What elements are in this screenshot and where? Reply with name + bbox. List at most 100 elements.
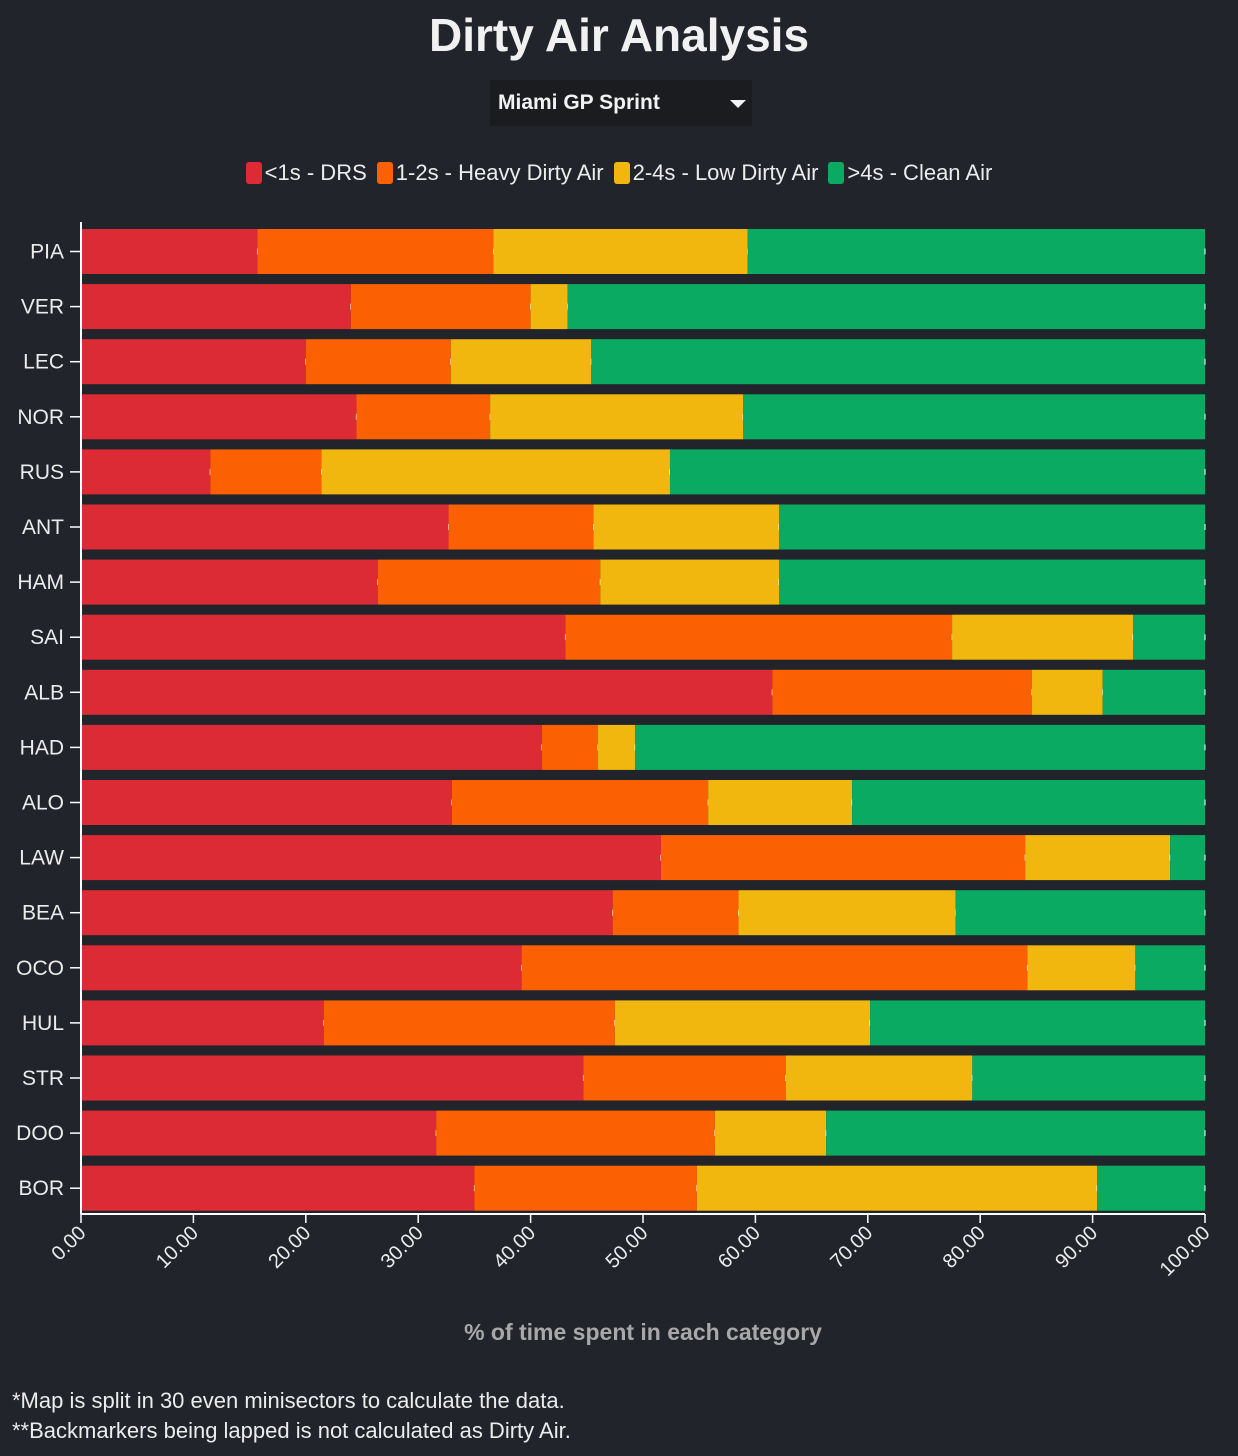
bar-oco-1s-drs[interactable] — [81, 945, 522, 991]
bar-rus-1s-drs[interactable] — [81, 449, 211, 495]
bar-law-1-2s-heavy-dirty-air[interactable] — [660, 835, 1026, 881]
bar-hul-1-2s-heavy-dirty-air[interactable] — [323, 1000, 615, 1046]
bar-str-2-4s-low-dirty-air[interactable] — [785, 1055, 973, 1101]
bar-ant-2-4s-low-dirty-air[interactable] — [593, 504, 780, 550]
bar-oco-1-2s-heavy-dirty-air[interactable] — [521, 945, 1028, 991]
bar-str-4s-clean-air[interactable] — [972, 1055, 1205, 1101]
bar-sai-1s-drs[interactable] — [81, 614, 566, 660]
bar-alb-1-2s-heavy-dirty-air[interactable] — [772, 669, 1032, 715]
bar-law-4s-clean-air[interactable] — [1170, 835, 1205, 881]
y-tick-label-sai: SAI — [30, 626, 64, 649]
x-tick-label-30.00: 30.00 — [377, 1222, 428, 1273]
bar-doo-1s-drs[interactable] — [81, 1110, 437, 1156]
bar-had-4s-clean-air[interactable] — [635, 724, 1205, 770]
bar-lec-4s-clean-air[interactable] — [591, 339, 1205, 385]
bar-bor-4s-clean-air[interactable] — [1097, 1165, 1205, 1211]
bar-ham-2-4s-low-dirty-air[interactable] — [600, 559, 780, 605]
bar-had-1s-drs[interactable] — [81, 724, 542, 770]
legend-swatch-clean-air — [828, 162, 845, 184]
bar-bor-2-4s-low-dirty-air[interactable] — [696, 1165, 1098, 1211]
bar-pia-1-2s-heavy-dirty-air[interactable] — [257, 229, 494, 274]
legend-item-clean-air[interactable]: >4s - Clean Air — [828, 160, 992, 186]
y-tick-label-rus: RUS — [20, 461, 64, 484]
bar-doo-2-4s-low-dirty-air[interactable] — [714, 1110, 827, 1156]
chevron-down-icon[interactable] — [730, 100, 746, 108]
x-tick-label-90.00: 90.00 — [1051, 1222, 1102, 1273]
bar-ver-4s-clean-air[interactable] — [567, 284, 1205, 330]
bar-hul-4s-clean-air[interactable] — [870, 1000, 1205, 1046]
x-tick-label-20.00: 20.00 — [264, 1222, 315, 1273]
bar-ham-1-2s-heavy-dirty-air[interactable] — [377, 559, 601, 605]
legend: <1s - DRS 1-2s - Heavy Dirty Air 2-4s - … — [0, 160, 1238, 186]
bar-ver-2-4s-low-dirty-air[interactable] — [530, 284, 568, 330]
bar-ant-4s-clean-air[interactable] — [779, 504, 1205, 550]
bar-hul-1s-drs[interactable] — [81, 1000, 324, 1046]
bar-alb-1s-drs[interactable] — [81, 669, 773, 715]
bar-nor-4s-clean-air[interactable] — [743, 394, 1205, 440]
bar-alo-1-2s-heavy-dirty-air[interactable] — [451, 780, 709, 825]
bar-nor-1-2s-heavy-dirty-air[interactable] — [356, 394, 491, 440]
bar-str-1s-drs[interactable] — [81, 1055, 584, 1101]
legend-label-clean-air: >4s - Clean Air — [847, 160, 993, 185]
bar-had-2-4s-low-dirty-air[interactable] — [598, 724, 636, 770]
bar-pia-1s-drs[interactable] — [81, 229, 258, 274]
bar-rus-1-2s-heavy-dirty-air[interactable] — [210, 449, 322, 495]
bar-pia-4s-clean-air[interactable] — [747, 229, 1205, 274]
legend-swatch-low-dirty-air — [613, 162, 630, 184]
bar-ant-1-2s-heavy-dirty-air[interactable] — [448, 504, 594, 550]
y-tick-label-alb: ALB — [24, 681, 64, 704]
session-dropdown[interactable]: Miami GP Sprint — [490, 80, 752, 126]
bar-had-1-2s-heavy-dirty-air[interactable] — [541, 724, 599, 770]
bar-sai-2-4s-low-dirty-air[interactable] — [952, 614, 1134, 660]
bar-alo-2-4s-low-dirty-air[interactable] — [708, 780, 853, 825]
x-tick-label-50.00: 50.00 — [602, 1222, 653, 1273]
bar-bea-4s-clean-air[interactable] — [955, 890, 1205, 936]
bar-nor-2-4s-low-dirty-air[interactable] — [490, 394, 744, 440]
x-tick-label-100.00: 100.00 — [1156, 1222, 1215, 1281]
y-tick-label-str: STR — [22, 1067, 64, 1090]
legend-label-low-dirty-air: 2-4s - Low Dirty Air — [632, 160, 819, 185]
bar-ver-1s-drs[interactable] — [81, 284, 351, 330]
bar-ver-1-2s-heavy-dirty-air[interactable] — [350, 284, 531, 330]
bar-doo-1-2s-heavy-dirty-air[interactable] — [436, 1110, 715, 1156]
bar-ham-4s-clean-air[interactable] — [779, 559, 1205, 605]
footnotes: *Map is split in 30 even minisectors to … — [12, 1386, 571, 1446]
bar-lec-1s-drs[interactable] — [81, 339, 306, 385]
x-tick-label-80.00: 80.00 — [939, 1222, 990, 1273]
bar-bea-1s-drs[interactable] — [81, 890, 613, 936]
bar-alb-2-4s-low-dirty-air[interactable] — [1031, 669, 1103, 715]
bar-bea-1-2s-heavy-dirty-air[interactable] — [612, 890, 739, 936]
bar-str-1-2s-heavy-dirty-air[interactable] — [583, 1055, 786, 1101]
bar-alo-4s-clean-air[interactable] — [852, 780, 1205, 825]
bar-hul-2-4s-low-dirty-air[interactable] — [614, 1000, 871, 1046]
bar-sai-1-2s-heavy-dirty-air[interactable] — [565, 614, 953, 660]
bar-alb-4s-clean-air[interactable] — [1102, 669, 1205, 715]
legend-item-drs[interactable]: <1s - DRS — [245, 160, 367, 186]
bar-pia-2-4s-low-dirty-air[interactable] — [493, 229, 748, 274]
bar-bor-1-2s-heavy-dirty-air[interactable] — [474, 1165, 697, 1211]
bar-lec-2-4s-low-dirty-air[interactable] — [450, 339, 592, 385]
bar-law-2-4s-low-dirty-air[interactable] — [1025, 835, 1171, 881]
bar-rus-2-4s-low-dirty-air[interactable] — [321, 449, 670, 495]
y-tick-label-oco: OCO — [16, 957, 64, 980]
bar-sai-4s-clean-air[interactable] — [1133, 614, 1205, 660]
bar-bea-2-4s-low-dirty-air[interactable] — [738, 890, 956, 936]
y-axis: PIA VER LEC NOR RUS ANT HAM SAI ALB HAD ALO LAW BEA O… — [16, 222, 82, 1214]
bar-ant-1s-drs[interactable] — [81, 504, 449, 550]
x-axis: 0.00 10.00 20.00 30.00 40.00 50.00 60.00 70.00 8… — [47, 1213, 1215, 1281]
x-tick-label-40.00: 40.00 — [489, 1222, 540, 1273]
bar-alo-1s-drs[interactable] — [81, 780, 452, 825]
x-tick-label-60.00: 60.00 — [714, 1222, 765, 1273]
bar-law-1s-drs[interactable] — [81, 835, 661, 881]
legend-item-heavy-dirty-air[interactable]: 1-2s - Heavy Dirty Air — [376, 160, 604, 186]
bar-rus-4s-clean-air[interactable] — [669, 449, 1205, 495]
bar-ham-1s-drs[interactable] — [81, 559, 378, 605]
legend-item-low-dirty-air[interactable]: 2-4s - Low Dirty Air — [613, 160, 819, 186]
bar-nor-1s-drs[interactable] — [81, 394, 357, 440]
y-tick-label-doo: DOO — [16, 1122, 64, 1145]
bar-doo-4s-clean-air[interactable] — [826, 1110, 1205, 1156]
bar-oco-2-4s-low-dirty-air[interactable] — [1027, 945, 1136, 991]
bar-lec-1-2s-heavy-dirty-air[interactable] — [305, 339, 451, 385]
bar-oco-4s-clean-air[interactable] — [1135, 945, 1205, 991]
bar-bor-1s-drs[interactable] — [81, 1165, 475, 1211]
